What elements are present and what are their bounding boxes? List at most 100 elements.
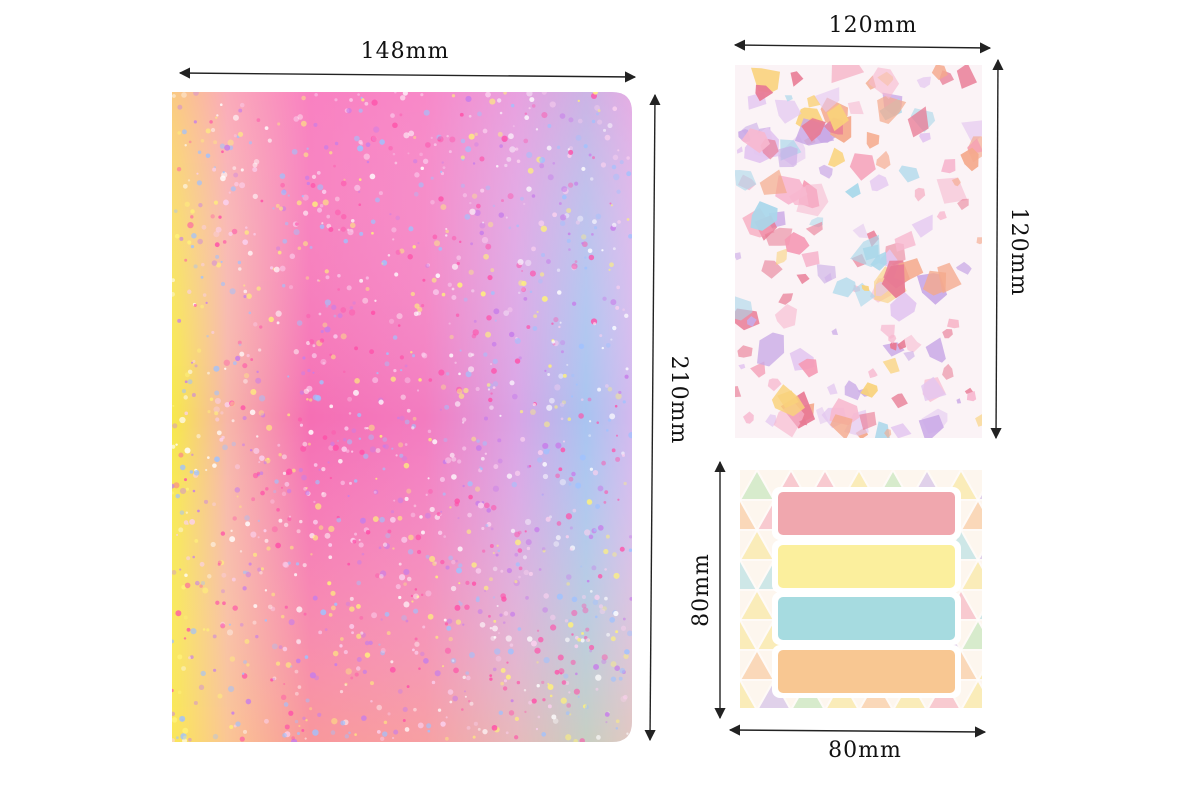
- glitter-dot: [258, 395, 266, 402]
- glitter-dot: [581, 242, 584, 245]
- glitter-dot: [534, 527, 540, 533]
- glitter-dot: [224, 367, 227, 370]
- terrazzo-chip: [936, 211, 947, 221]
- glitter-dot: [477, 502, 484, 509]
- glitter-dot: [537, 457, 543, 463]
- glitter-dot: [187, 379, 193, 385]
- glitter-dot: [500, 681, 504, 686]
- glitter-dot: [447, 282, 452, 287]
- glitter-dot: [458, 372, 461, 376]
- terrazzo-chip: [956, 65, 977, 89]
- triangle-tile: [740, 617, 759, 651]
- glitter-dot: [475, 568, 482, 574]
- glitter-dot: [604, 384, 609, 388]
- glitter-dot: [324, 269, 329, 274]
- glitter-dot: [387, 253, 391, 257]
- glitter-dot: [205, 468, 208, 472]
- glitter-dot: [523, 202, 526, 206]
- glitter-dot: [334, 141, 339, 146]
- glitter-dot: [609, 617, 616, 623]
- glitter-dot: [469, 208, 476, 215]
- glitter-dot: [577, 215, 584, 222]
- glitter-dot: [302, 356, 306, 360]
- glitter-dot: [181, 666, 186, 671]
- glitter-dot: [302, 716, 306, 720]
- glitter-dot: [449, 452, 455, 458]
- glitter-dot: [476, 439, 480, 443]
- terrazzo-chip: [743, 411, 754, 424]
- glitter-dot: [471, 562, 477, 568]
- glitter-dot: [173, 482, 180, 489]
- glitter-dot: [464, 213, 471, 220]
- glitter-dot: [297, 246, 302, 251]
- glitter-dot: [489, 577, 493, 582]
- glitter-dot: [350, 219, 355, 223]
- glitter-dot: [614, 404, 618, 408]
- glitter-dot: [354, 672, 359, 677]
- glitter-dot: [287, 517, 292, 522]
- glitter-dot: [607, 122, 613, 129]
- glitter-dot: [219, 437, 224, 442]
- glitter-dot: [468, 133, 475, 140]
- glitter-dot: [187, 179, 191, 182]
- glitter-dot: [296, 529, 301, 534]
- glitter-dot: [451, 263, 459, 270]
- glitter-dot: [390, 376, 396, 382]
- width-arrow: [728, 724, 987, 738]
- glitter-dot: [559, 113, 566, 119]
- glitter-dot: [579, 738, 585, 742]
- terrazzo-chip: [868, 368, 878, 379]
- glitter-dot: [613, 173, 620, 181]
- glitter-dot: [511, 481, 518, 488]
- glitter-dot: [591, 565, 597, 571]
- triangle-tile: [756, 707, 758, 708]
- glitter-dot: [283, 522, 289, 528]
- glitter-dot: [571, 263, 578, 270]
- glitter-dot: [456, 255, 462, 261]
- glitter-dot: [342, 370, 346, 374]
- terrazzo-chip: [777, 390, 799, 409]
- glitter-dot: [428, 489, 433, 494]
- glitter-dot: [258, 348, 262, 352]
- glitter-dot: [333, 334, 338, 339]
- glitter-dot: [611, 448, 616, 453]
- glitter-dot: [246, 354, 250, 358]
- glitter-dot: [275, 310, 282, 317]
- glitter-dot: [275, 661, 281, 666]
- terrazzo-chip: [767, 378, 782, 392]
- glitter-dot: [179, 487, 187, 495]
- glitter-dot: [344, 426, 349, 431]
- glitter-dot: [328, 525, 335, 533]
- glitter-dot: [423, 109, 430, 116]
- glitter-dot: [596, 421, 600, 424]
- glitter-dot: [618, 676, 623, 681]
- glitter-dot: [575, 383, 578, 386]
- glitter-dot: [485, 523, 489, 528]
- glitter-dot: [278, 453, 282, 457]
- glitter-dot: [411, 426, 415, 430]
- glitter-dot: [195, 580, 200, 586]
- glitter-dot: [619, 546, 625, 552]
- glitter-dot: [221, 150, 224, 154]
- glitter-dot: [558, 467, 563, 472]
- glitter-dot: [517, 548, 523, 553]
- glitter-dot: [389, 516, 396, 523]
- glitter-dot: [378, 191, 383, 196]
- glitter-dot: [514, 531, 521, 538]
- glitter-dot: [497, 438, 502, 443]
- glitter-dot: [499, 144, 503, 148]
- terrazzo-chip: [830, 414, 853, 438]
- glitter-dot: [567, 148, 571, 151]
- glitter-dot: [616, 189, 621, 194]
- glitter-dot: [267, 138, 272, 143]
- glitter-dot: [196, 172, 199, 175]
- glitter-dot: [394, 272, 399, 277]
- glitter-dot: [381, 260, 388, 266]
- glitter-dot: [408, 130, 415, 137]
- glitter-dot: [375, 197, 380, 203]
- glitter-dot: [229, 724, 234, 730]
- glitter-dot: [294, 669, 299, 674]
- glitter-dot: [280, 614, 285, 619]
- glitter-dot: [420, 166, 425, 171]
- glitter-dot: [368, 434, 375, 441]
